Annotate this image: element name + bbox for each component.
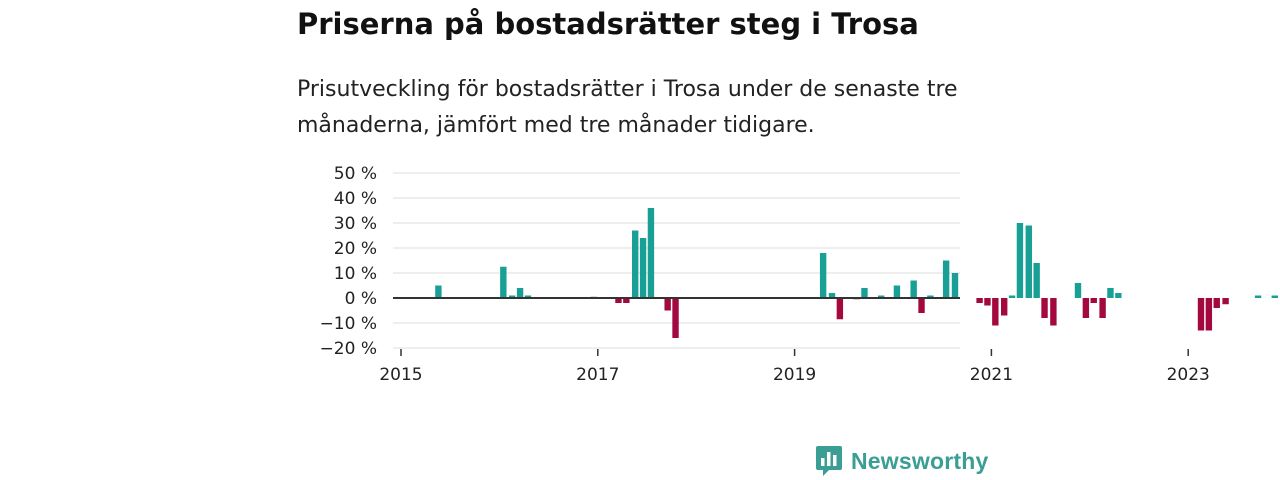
bar (861, 288, 868, 298)
bar (942, 260, 950, 298)
bar (1074, 283, 1082, 298)
y-tick-label: 20 % (334, 239, 377, 259)
bar (1025, 225, 1032, 298)
bar (664, 298, 671, 311)
bar (1000, 298, 1008, 316)
brand-logo: Newsworthy (815, 444, 988, 478)
bar (984, 298, 991, 306)
gridlines (393, 172, 960, 349)
x-tick-label: 2023 (1167, 365, 1210, 385)
bar (623, 298, 630, 303)
y-tick-label: 0 % (345, 289, 377, 309)
bar (672, 298, 679, 338)
y-tick-label: −20 % (320, 339, 377, 359)
newsworthy-logo-icon (816, 446, 842, 476)
bar (1099, 298, 1106, 318)
bar (828, 293, 836, 298)
bar (976, 298, 983, 303)
bar (1271, 295, 1278, 298)
brand-name: Newsworthy (851, 447, 989, 474)
bar (500, 266, 507, 298)
bar (893, 285, 901, 298)
bar (516, 288, 524, 298)
bar (951, 273, 959, 298)
y-tick-label: 40 % (334, 189, 377, 209)
y-axis: 50 % 40 % 30 % 20 % 10 % 0 % −10 % −20 % (320, 164, 377, 359)
y-tick-label: 50 % (334, 164, 377, 184)
bar (910, 280, 917, 298)
x-axis: 201520172019202120232025 (379, 349, 1210, 385)
bar (631, 230, 639, 298)
y-tick-label: 30 % (334, 214, 377, 234)
bar (877, 295, 885, 298)
bar (992, 298, 999, 326)
bar (1197, 298, 1205, 331)
x-tick-label: 2015 (379, 365, 422, 385)
bar-series (435, 208, 1278, 338)
bar (927, 295, 934, 298)
x-tick-label: 2021 (970, 365, 1013, 385)
bar (1033, 263, 1040, 298)
bar (918, 298, 925, 313)
x-tick-label: 2017 (576, 365, 619, 385)
bar (508, 295, 516, 298)
bar (615, 298, 622, 303)
bar (435, 285, 442, 298)
bar (1222, 298, 1229, 305)
y-tick-label: 10 % (334, 264, 377, 284)
bar (1254, 295, 1262, 298)
x-tick-label: 2019 (773, 365, 816, 385)
bar (1115, 293, 1122, 298)
bar (1107, 288, 1114, 298)
bar (1090, 298, 1097, 303)
bar (819, 253, 827, 298)
bar (1050, 298, 1057, 326)
chart-subtitle: Prisutveckling för bostadsrätter i Trosa… (297, 77, 958, 138)
bar (524, 295, 532, 298)
chart-title: Priserna på bostadsrätter steg i Trosa (297, 7, 919, 41)
bar (1008, 295, 1016, 298)
bar (1041, 298, 1048, 318)
bar (1205, 298, 1213, 331)
bar (1213, 298, 1220, 308)
bar (1016, 223, 1024, 298)
y-tick-label: −10 % (320, 314, 377, 334)
bar (639, 238, 647, 298)
bar (1082, 298, 1090, 318)
bar (836, 298, 844, 320)
bar (647, 208, 655, 298)
